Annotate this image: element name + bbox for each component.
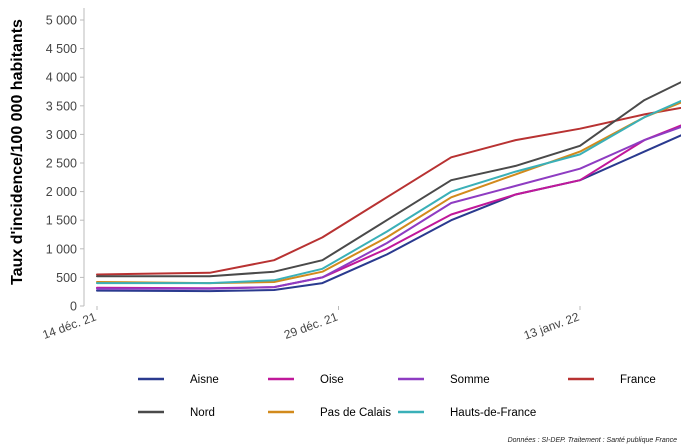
series-line-pas-de-calais bbox=[96, 101, 681, 285]
legend-label: Hauts-de-France bbox=[450, 407, 536, 419]
legend-label: Pas de Calais bbox=[320, 407, 391, 419]
y-tick-label: 3 500 bbox=[46, 99, 77, 113]
y-tick-label: 5 000 bbox=[46, 14, 77, 28]
legend-label: France bbox=[620, 374, 656, 386]
y-tick-label: 500 bbox=[56, 271, 77, 285]
series-line-oise bbox=[96, 124, 681, 290]
series-line-somme bbox=[96, 126, 681, 290]
y-tick-label: 3 000 bbox=[46, 128, 77, 142]
series-lines bbox=[96, 81, 681, 293]
legend-label: Oise bbox=[320, 374, 344, 386]
series-line-france bbox=[96, 106, 681, 276]
legend-label: Somme bbox=[450, 374, 490, 386]
y-tick-label: 1 500 bbox=[46, 214, 77, 228]
x-tick-label: 13 janv. 22 bbox=[522, 310, 581, 343]
x-tick-label: 14 déc. 21 bbox=[41, 310, 99, 342]
legend: Aisne Oise Somme France Nord Pas de Calais Hau… bbox=[138, 374, 656, 419]
source-note: Données : SI-DEP. Traitement : Santé pub… bbox=[508, 437, 677, 444]
y-tick-label: 1 000 bbox=[46, 242, 77, 256]
legend-label: Aisne bbox=[190, 374, 219, 386]
series-line-aisne bbox=[96, 134, 681, 293]
y-tick-label: 2 000 bbox=[46, 185, 77, 199]
x-tick-label: 29 déc. 21 bbox=[282, 310, 340, 342]
y-tick-label: 2 500 bbox=[46, 157, 77, 171]
y-tick-label: 4 500 bbox=[46, 42, 77, 56]
legend-label: Nord bbox=[190, 407, 215, 419]
series-line-hauts-de-france bbox=[96, 99, 681, 285]
series-line-nord bbox=[96, 81, 681, 278]
y-axis-ticks: 0 500 1 000 1 500 2 000 2 500 3 000 3 500 4 000 4… bbox=[46, 14, 84, 314]
y-tick-label: 0 bbox=[70, 300, 77, 314]
y-tick-label: 4 000 bbox=[46, 71, 77, 85]
y-axis-label: Taux d'incidence/100 000 habitants bbox=[9, 19, 26, 285]
